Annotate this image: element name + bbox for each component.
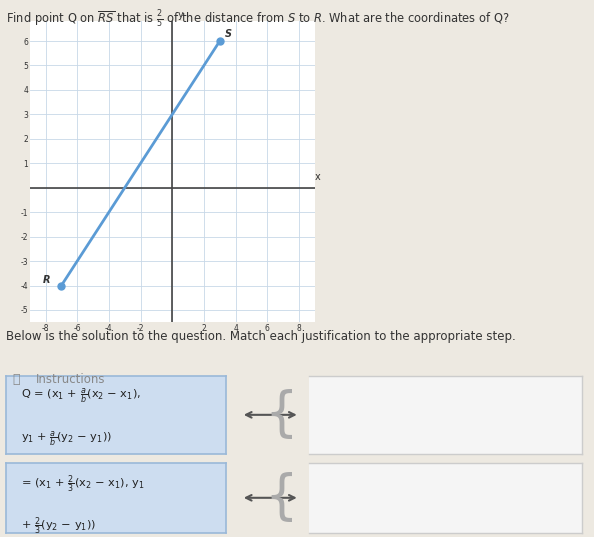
- Text: {: {: [264, 389, 298, 441]
- Text: y$_1$ + $\frac{a}{b}$(y$_2$ $-$ y$_1$)): y$_1$ + $\frac{a}{b}$(y$_2$ $-$ y$_1$)): [21, 429, 112, 448]
- Text: S: S: [225, 30, 232, 39]
- Text: Below is the solution to the question. Match each justification to the appropria: Below is the solution to the question. M…: [6, 330, 516, 343]
- Text: ⓘ: ⓘ: [12, 373, 20, 386]
- Text: + $\frac{2}{3}$(y$_2$ $-$ y$_1$)): + $\frac{2}{3}$(y$_2$ $-$ y$_1$)): [21, 516, 96, 537]
- Text: Instructions: Instructions: [36, 373, 105, 386]
- Text: R: R: [42, 275, 50, 285]
- Text: y: y: [177, 10, 183, 20]
- Text: x: x: [315, 172, 321, 182]
- Text: {: {: [264, 472, 298, 524]
- Text: Find point Q on $\overline{RS}$ that is $\frac{2}{5}$ of the distance from $S$ t: Find point Q on $\overline{RS}$ that is …: [6, 8, 510, 30]
- Text: = (x$_1$ + $\frac{2}{3}$(x$_2$ $-$ x$_1$), y$_1$: = (x$_1$ + $\frac{2}{3}$(x$_2$ $-$ x$_1$…: [21, 474, 145, 495]
- Text: Q = (x$_1$ + $\frac{a}{b}$(x$_2$ $-$ x$_1$),: Q = (x$_1$ + $\frac{a}{b}$(x$_2$ $-$ x$_…: [21, 386, 141, 405]
